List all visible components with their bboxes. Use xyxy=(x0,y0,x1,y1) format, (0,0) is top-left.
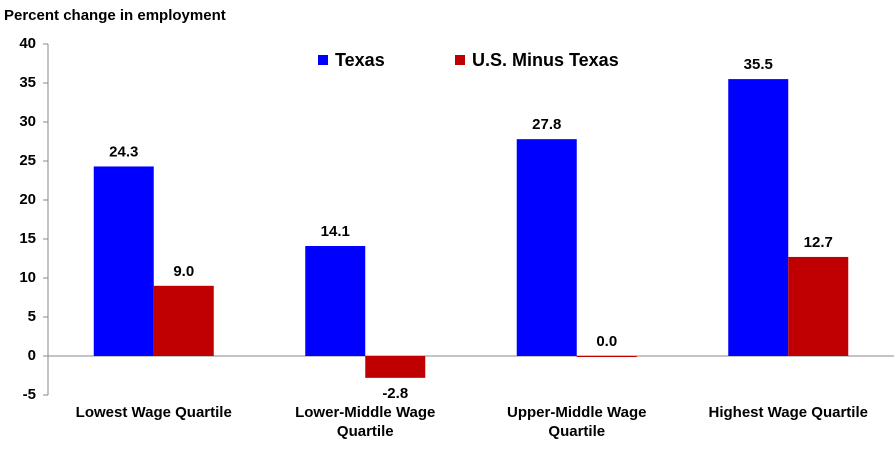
y-tick-label: 40 xyxy=(19,35,36,52)
bar xyxy=(516,139,577,356)
bar xyxy=(728,79,789,356)
value-label: 35.5 xyxy=(744,56,773,73)
bar xyxy=(788,256,849,356)
bar xyxy=(576,356,637,357)
y-tick-label: 5 xyxy=(28,308,36,325)
bar xyxy=(365,356,426,378)
value-label: 9.0 xyxy=(173,263,194,280)
x-tick-label: Upper-Middle Wage Quartile xyxy=(507,404,647,440)
value-label: 0.0 xyxy=(596,333,617,350)
legend-label: Texas xyxy=(335,50,385,70)
legend-swatch xyxy=(455,55,465,65)
value-label: 24.3 xyxy=(109,143,138,160)
bar xyxy=(153,285,214,356)
value-label: 27.8 xyxy=(532,116,561,133)
x-tick-label: Lower-Middle Wage Quartile xyxy=(295,404,436,440)
y-tick-label: 10 xyxy=(19,269,36,286)
y-tick-label: 25 xyxy=(19,152,36,169)
y-tick-label: 15 xyxy=(19,230,36,247)
value-label: 14.1 xyxy=(321,223,350,240)
value-label: 12.7 xyxy=(804,234,833,251)
y-tick-label: -5 xyxy=(23,386,36,403)
y-tick-label: 30 xyxy=(19,113,36,130)
x-tick-label: Highest Wage Quartile xyxy=(708,404,868,421)
bar xyxy=(305,246,366,356)
legend-swatch xyxy=(318,55,328,65)
x-tick-label: Lowest Wage Quartile xyxy=(75,404,232,421)
y-tick-label: 0 xyxy=(28,347,36,364)
value-label: -2.8 xyxy=(382,385,408,402)
y-axis-title: Percent change in employment xyxy=(4,7,226,24)
y-tick-label: 35 xyxy=(19,74,36,91)
y-tick-label: 20 xyxy=(19,191,36,208)
legend-label: U.S. Minus Texas xyxy=(472,50,619,70)
bar xyxy=(93,166,154,356)
